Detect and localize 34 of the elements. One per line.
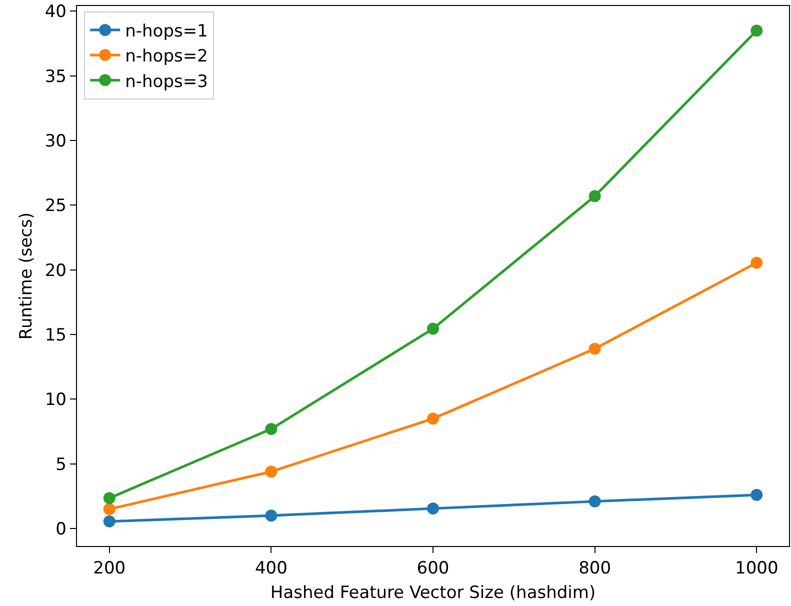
y-axis-title: Runtime (secs) <box>16 212 36 340</box>
legend-label: n-hops=1 <box>125 22 208 42</box>
point <box>265 466 278 478</box>
x-tick-label: 200 <box>93 558 126 578</box>
y-tick-label: 25 <box>44 196 66 216</box>
point <box>588 495 601 508</box>
point <box>103 515 116 528</box>
x-axis-title: Hashed Feature Vector Size (hashdim) <box>270 582 596 603</box>
point <box>103 503 116 516</box>
point <box>427 412 439 425</box>
point <box>750 24 763 37</box>
legend-label: n-hops=2 <box>125 46 208 67</box>
y-tick-label: 40 <box>44 2 66 22</box>
y-tick-label: 35 <box>44 66 66 87</box>
point <box>265 510 278 522</box>
point <box>750 256 763 269</box>
point <box>427 502 439 514</box>
point <box>427 322 439 335</box>
point <box>103 492 116 504</box>
x-tick-label: 800 <box>578 558 612 578</box>
y-tick-label: 15 <box>44 325 66 346</box>
legend-label: n-hops=3 <box>125 72 208 92</box>
point <box>588 342 601 355</box>
x-tick-label: 600 <box>416 558 450 578</box>
point <box>588 190 601 202</box>
y-tick-label: 20 <box>44 260 66 281</box>
y-tick-label: 5 <box>56 454 66 475</box>
y-tick-label: 10 <box>44 390 66 410</box>
point <box>265 422 278 435</box>
y-tick-label: 0 <box>56 519 66 540</box>
y-tick-label: 30 <box>44 131 66 152</box>
x-tick-label: 1000 <box>735 558 778 578</box>
point <box>750 488 763 501</box>
x-tick-label: 400 <box>254 558 288 578</box>
